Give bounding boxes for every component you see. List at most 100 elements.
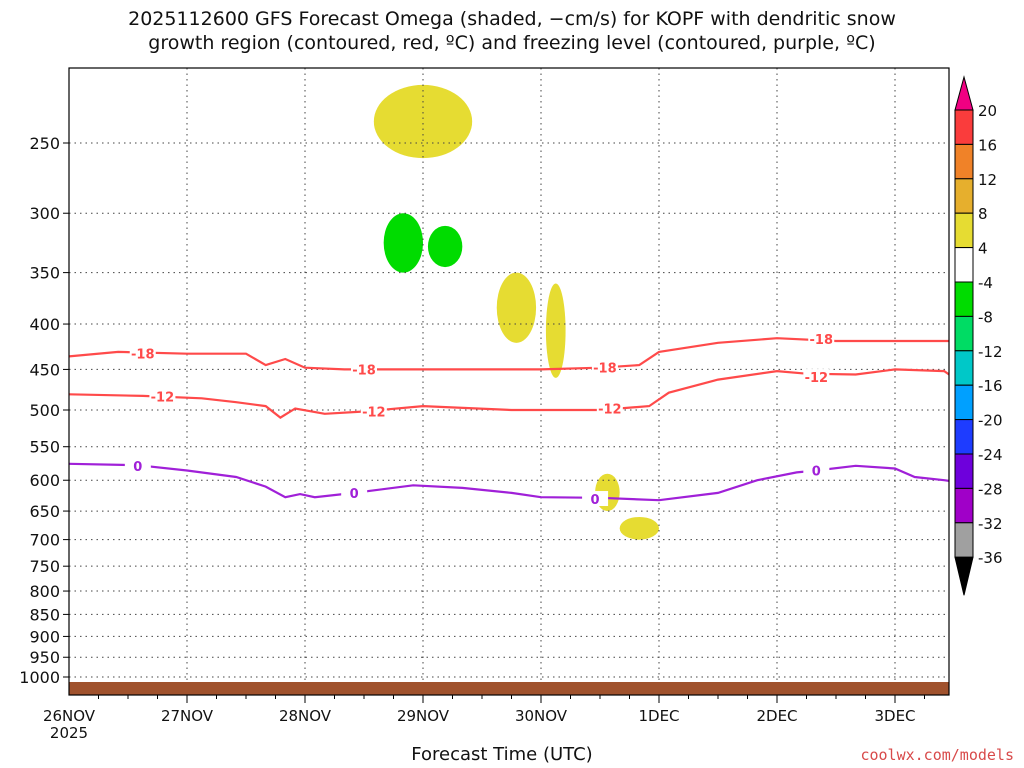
colorbar-segment-4 [954, 419, 974, 455]
contour-label-bg [582, 491, 609, 507]
colorbar-segment-7 [954, 315, 974, 352]
contour-label-bg [808, 331, 835, 347]
x-tick-label-30NOV: 30NOV [515, 707, 568, 725]
contour-labels: -18 -18 -18 -18 -12 -12 -12 -12 0 0 0 0 [124, 331, 835, 508]
contour-label-bg [149, 388, 176, 404]
y-tick-label-500: 500 [29, 401, 60, 420]
colorbar-segment-8 [954, 281, 974, 317]
chart-title-line-2: growth region (contoured, red, ºC) and f… [148, 32, 876, 54]
contour-label-bg [129, 345, 156, 361]
x-tick-label-27NOV: 27NOV [161, 707, 214, 725]
contour-label--18-2: -18 [593, 362, 617, 377]
x-tick-label-3DEC: 3DEC [874, 707, 915, 725]
colorbar-segment-1 [954, 522, 974, 558]
contour-label-bg [351, 361, 377, 377]
colorbar-segment-13 [954, 109, 974, 145]
contour-label-bg [803, 369, 830, 385]
contour-label--12-2: -12 [598, 402, 622, 417]
omega-cell-3 [496, 272, 537, 343]
omega-cell-1 [383, 213, 424, 273]
terrain-band [69, 682, 949, 695]
contour-label--12-3: -12 [805, 371, 829, 386]
colorbar: -36 -32 -28 -24 -20 -16 -12 -8 -4 4 8 12 16 20 [954, 75, 1003, 596]
colorbar-label-12: 12 [978, 171, 997, 189]
contour-label-0-3: 0 [812, 464, 821, 479]
plot-frame [68, 67, 950, 696]
y-tick-label-800: 800 [29, 582, 60, 601]
colorbar-label-16: 16 [978, 136, 997, 154]
x-tick-label-28NOV: 28NOV [279, 707, 332, 725]
contour-label-0-0: 0 [133, 460, 142, 475]
contour-label-0-2: 0 [591, 493, 600, 508]
contour-label-bg [360, 403, 387, 419]
colorbar-label--8: -8 [978, 308, 993, 326]
y-tick-label-550: 550 [29, 438, 60, 457]
y-tick-label-300: 300 [29, 204, 60, 223]
colorbar-label--24: -24 [978, 446, 1003, 464]
y-tick-label-750: 750 [29, 557, 60, 576]
colorbar-segment-5 [954, 384, 974, 421]
y-tick-label-400: 400 [29, 315, 60, 334]
contour-label--12-0: -12 [151, 391, 175, 406]
colorbar-label-4: 4 [978, 240, 988, 258]
contour-label--18-3: -18 [810, 333, 834, 348]
colorbar-label--32: -32 [978, 515, 1003, 533]
y-tick-label-950: 950 [29, 648, 60, 667]
colorbar-bottom-arrow [954, 556, 974, 596]
contour-label-bg [591, 359, 618, 375]
x-axis-tick-labels: 26NOV 27NOV 28NOV 29NOV 30NOV 1DEC 2DEC 3DEC 202… [43, 707, 916, 742]
colorbar-label--36: -36 [978, 549, 1003, 567]
x-year-label: 2025 [50, 724, 88, 742]
y-tick-label-350: 350 [29, 264, 60, 283]
colorbar-label--12: -12 [978, 343, 1003, 361]
contour-line--18 [69, 337, 949, 371]
y-tick-label-600: 600 [29, 471, 60, 490]
colorbar-segment-2 [954, 487, 974, 524]
colorbar-segment-6 [954, 350, 974, 386]
y-tick-label-900: 900 [29, 627, 60, 646]
y-tick-label-850: 850 [29, 605, 60, 624]
omega-cell-6 [619, 516, 659, 540]
contour-line-0 [69, 462, 949, 502]
y-tick-label-1000: 1000 [19, 668, 60, 687]
colorbar-label--4: -4 [978, 274, 993, 292]
omega-cell-2 [427, 225, 463, 268]
contour-lines [69, 337, 949, 502]
omega-cell-4 [545, 283, 566, 378]
contour-line--12 [69, 368, 949, 419]
colorbar-top-arrow [954, 75, 974, 111]
y-tick-label-450: 450 [29, 360, 60, 379]
y-axis-tick-labels: 250 300 350 400 450 500 550 600 650 700 750 800 850 9… [19, 134, 60, 687]
y-tick-label-250: 250 [29, 134, 60, 153]
contour-label-0-1: 0 [350, 487, 359, 502]
contour-label-bg [341, 484, 368, 500]
y-tick-label-700: 700 [29, 531, 60, 550]
colorbar-label-20: 20 [978, 102, 997, 120]
x-axis-label: Forecast Time (UTC) [411, 744, 593, 765]
colorbar-segment-3 [954, 453, 974, 489]
x-tick-label-2DEC: 2DEC [756, 707, 797, 725]
colorbar-label--16: -16 [978, 377, 1003, 395]
contour-label-bg [803, 462, 830, 478]
contour-label--18-1: -18 [352, 363, 376, 378]
colorbar-label--28: -28 [978, 480, 1003, 498]
colorbar-segment-9 [954, 247, 974, 283]
colorbar-segment-11 [954, 178, 974, 214]
contour-label--12-1: -12 [362, 406, 386, 421]
colorbar-segment-10 [954, 212, 974, 249]
chart-title-line-1: 2025112600 GFS Forecast Omega (shaded, −… [128, 8, 896, 30]
y-tick-label-650: 650 [29, 502, 60, 521]
colorbar-label-8: 8 [978, 205, 988, 223]
omega-shading [373, 84, 659, 540]
x-tick-label-29NOV: 29NOV [397, 707, 450, 725]
x-tick-label-26NOV: 26NOV [43, 707, 96, 725]
contour-label--18-0: -18 [131, 348, 155, 363]
omega-cell-0 [373, 84, 473, 159]
colorbar-label--20: -20 [978, 412, 1003, 430]
contour-label-bg [124, 457, 151, 473]
x-tick-label-1DEC: 1DEC [638, 707, 679, 725]
contour-label-bg [596, 400, 623, 416]
source-credit: coolwx.com/models [860, 746, 1014, 764]
colorbar-segment-12 [954, 143, 974, 180]
